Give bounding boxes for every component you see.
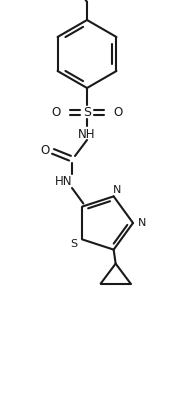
Text: O: O (40, 143, 50, 156)
Text: S: S (83, 106, 91, 119)
Text: O: O (113, 106, 123, 119)
Text: NH: NH (78, 127, 96, 140)
Text: O: O (51, 106, 61, 119)
Text: N: N (112, 185, 121, 195)
Text: N: N (138, 218, 146, 227)
Text: S: S (70, 239, 77, 249)
Text: HN: HN (55, 175, 73, 188)
